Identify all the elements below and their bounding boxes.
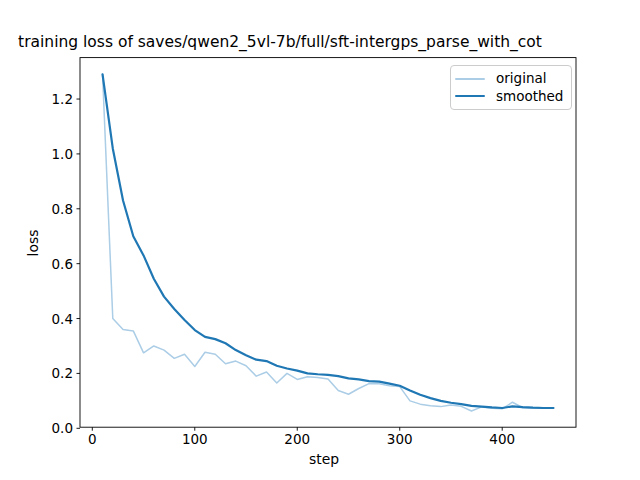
x-tick-label: 100 xyxy=(182,431,208,447)
y-axis-label: loss xyxy=(25,217,41,269)
original-line-swatch xyxy=(455,78,485,80)
y-tick-label: 1.0 xyxy=(52,146,73,162)
smoothed-line-swatch xyxy=(455,95,485,97)
x-tick-label: 300 xyxy=(387,431,413,447)
legend-label-original: original xyxy=(496,72,546,86)
x-tick-label: 200 xyxy=(284,431,310,447)
x-tick-label: 400 xyxy=(489,431,515,447)
y-tick-label: 0.0 xyxy=(52,420,73,436)
legend-item-smoothed: smoothed xyxy=(455,88,571,106)
figure-canvas: training loss of saves/qwen2_5vl-7b/full… xyxy=(0,0,640,480)
y-tick-label: 1.2 xyxy=(52,91,73,107)
legend-item-original: original xyxy=(455,70,571,88)
x-tick-label: 0 xyxy=(88,431,97,447)
legend-label-smoothed: smoothed xyxy=(496,90,563,104)
y-tick-label: 0.6 xyxy=(52,256,73,272)
axes-frame xyxy=(80,58,576,428)
y-tick-label: 0.8 xyxy=(52,201,73,217)
y-tick-label: 0.4 xyxy=(52,311,73,327)
x-axis-label: step xyxy=(4,451,640,467)
original-line xyxy=(103,74,554,411)
smoothed-line xyxy=(103,74,554,408)
y-tick-label: 0.2 xyxy=(52,365,73,381)
legend: original smoothed xyxy=(450,65,572,110)
